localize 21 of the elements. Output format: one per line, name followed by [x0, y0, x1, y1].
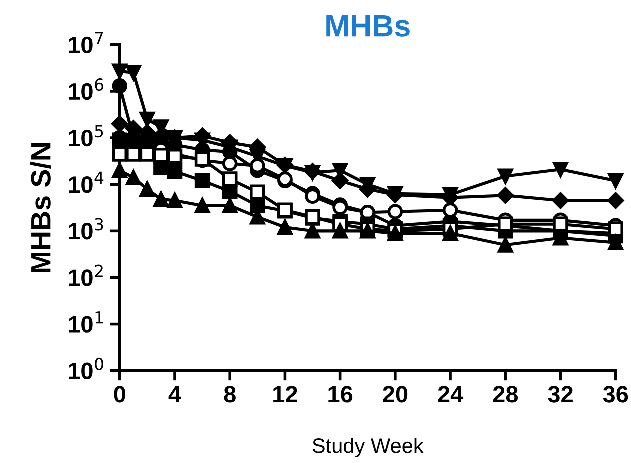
x-tick-label: 24	[438, 386, 464, 403]
x-tick-label: 0	[114, 386, 126, 403]
y-tick-label: 10$^{7}$	[69, 32, 104, 54]
x-axis-title: Study Week	[312, 438, 424, 458]
y-tick-label: 10$^{6}$	[69, 78, 104, 100]
y-tick-label: 10$^{1}$	[69, 312, 104, 333]
y-tick-label: 10$^{3}$	[69, 218, 104, 240]
x-tick-label: 16	[328, 386, 353, 403]
chart-title: MHBs	[326, 16, 410, 37]
x-tick-label: 12	[274, 386, 298, 403]
x-tick-label: 32	[548, 386, 573, 403]
y-tick-label: 10$^{5}$	[69, 125, 104, 147]
x-tick-label: 36	[603, 386, 628, 403]
y-tick-label: 10$^{0}$	[69, 358, 104, 380]
x-tick-label: 8	[224, 386, 236, 403]
y-tick-label: 10$^{2}$	[69, 264, 103, 286]
x-tick-label: 20	[383, 386, 408, 403]
y-axis-title: MHBs S/N	[30, 143, 52, 272]
y-tick-label: 10$^{4}$	[69, 172, 104, 194]
x-tick-label: 28	[493, 386, 518, 403]
x-tick-label: 4	[168, 386, 182, 403]
